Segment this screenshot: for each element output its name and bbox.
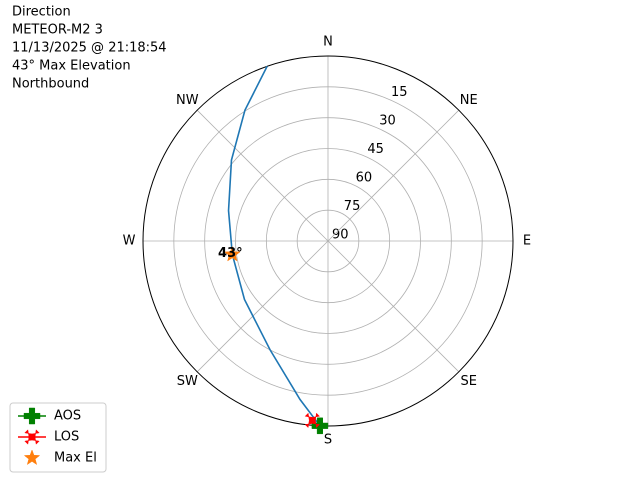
theta-tick-label: W	[123, 234, 136, 249]
title-line: Direction	[12, 5, 71, 20]
theta-tick-label: N	[323, 35, 333, 50]
title-line: 43° Max Elevation	[12, 59, 131, 74]
theta-tick-label: SE	[460, 374, 476, 389]
legend-label: LOS	[54, 430, 79, 445]
r-tick-label: 30	[379, 114, 396, 129]
grid-spoke	[196, 240, 329, 373]
title-line: Northbound	[12, 77, 89, 92]
r-tick-label: 75	[344, 199, 361, 214]
marker-x	[304, 412, 320, 429]
grid-spoke	[327, 240, 460, 373]
legend-marker	[23, 449, 41, 466]
marker-star	[224, 245, 241, 262]
annotation: 43°	[218, 246, 243, 261]
legend-label: Max El	[54, 451, 97, 466]
r-tick-label: 45	[367, 142, 384, 157]
legend-label: AOS	[54, 409, 81, 424]
title-line: 11/13/2025 @ 21:18:54	[12, 41, 167, 56]
grid-spoke	[327, 109, 460, 242]
theta-tick-label: S	[324, 433, 332, 448]
r-tick-label: 90	[332, 228, 349, 243]
theta-tick-label: NE	[460, 93, 478, 108]
theta-tick-label: E	[523, 234, 531, 249]
theta-tick-label: SW	[177, 374, 198, 389]
r-tick-label: 15	[391, 85, 408, 100]
legend-marker	[23, 407, 41, 425]
r-tick-label: 60	[356, 171, 373, 186]
theta-tick-label: NW	[176, 93, 199, 108]
title-line: METEOR-M2 3	[12, 23, 103, 38]
grid-spoke	[196, 109, 329, 242]
legend-marker	[24, 429, 40, 445]
